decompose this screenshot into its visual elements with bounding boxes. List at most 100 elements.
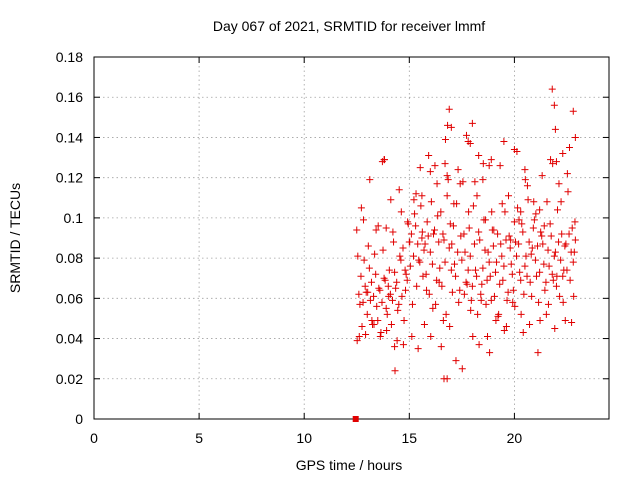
- data-point: [532, 272, 540, 280]
- data-point: [565, 230, 573, 238]
- data-point: [359, 216, 367, 224]
- data-point: [426, 248, 434, 256]
- data-point: [467, 306, 475, 314]
- data-point: [373, 302, 381, 310]
- data-point: [517, 310, 525, 318]
- plot-frame: [93, 56, 610, 420]
- data-point: [521, 176, 529, 184]
- data-point: [435, 238, 443, 246]
- data-point: [476, 236, 484, 244]
- data-point: [375, 284, 383, 292]
- data-point: [439, 316, 447, 324]
- data-point: [355, 290, 363, 298]
- data-point: [404, 218, 412, 226]
- data-point: [498, 200, 506, 208]
- data-point: [381, 276, 389, 284]
- data-point: [477, 296, 485, 304]
- data-point: [505, 192, 513, 200]
- data-point: [540, 222, 548, 230]
- data-point: [462, 131, 470, 139]
- data-point: [569, 107, 577, 115]
- data-point: [427, 198, 435, 206]
- data-point: [418, 234, 426, 242]
- data-point: [534, 242, 542, 250]
- data-point: [440, 375, 448, 383]
- data-point: [391, 343, 399, 351]
- data-point: [444, 121, 452, 129]
- data-point: [499, 276, 507, 284]
- data-point: [440, 236, 448, 244]
- data-point: [413, 282, 421, 290]
- data-point: [376, 333, 384, 341]
- data-point: [552, 158, 560, 166]
- data-point: [403, 276, 411, 284]
- data-point: [571, 133, 579, 141]
- data-point: [446, 322, 454, 330]
- data-point: [358, 322, 366, 330]
- data-point: [365, 264, 373, 272]
- data-point: [420, 246, 428, 254]
- data-point: [532, 210, 540, 218]
- data-point: [562, 240, 570, 248]
- data-point: [385, 266, 393, 274]
- data-point: [520, 290, 528, 298]
- data-point: [387, 196, 395, 204]
- data-point: [479, 176, 487, 184]
- data-point: [507, 236, 515, 244]
- data-point: [469, 202, 477, 210]
- data-point: [519, 228, 527, 236]
- data-point: [467, 296, 475, 304]
- data-point: [399, 341, 407, 349]
- data-point: [542, 278, 550, 286]
- data-point: [475, 152, 483, 160]
- data-point: [487, 156, 495, 164]
- data-point: [353, 337, 361, 345]
- data-point: [441, 258, 449, 266]
- data-point: [446, 220, 454, 228]
- data-point: [474, 310, 482, 318]
- data-point: [382, 304, 390, 312]
- data-point: [470, 240, 478, 248]
- data-point: [414, 345, 422, 353]
- data-point: [425, 152, 433, 160]
- data-point: [436, 264, 444, 272]
- grid-lines: [94, 57, 609, 419]
- data-point: [438, 282, 446, 290]
- data-point: [555, 238, 563, 246]
- data-point: [516, 268, 524, 276]
- data-point: [509, 286, 517, 294]
- data-point: [535, 298, 543, 306]
- data-point: [360, 256, 368, 264]
- data-point: [366, 296, 374, 304]
- data-point: [483, 276, 491, 284]
- y-tick-label: 0.16: [56, 89, 83, 105]
- data-point: [549, 276, 557, 284]
- data-point: [551, 248, 559, 256]
- data-point: [427, 333, 435, 341]
- data-point: [531, 256, 539, 264]
- data-point: [557, 256, 565, 264]
- data-point: [401, 266, 409, 274]
- data-point: [550, 101, 558, 109]
- data-point: [536, 206, 544, 214]
- data-point: [538, 232, 546, 240]
- x-tick-label: 0: [90, 430, 98, 446]
- data-point: [402, 270, 410, 278]
- data-point: [398, 292, 406, 300]
- data-point: [559, 298, 567, 306]
- data-point: [468, 282, 476, 290]
- data-point: [489, 242, 497, 250]
- data-point: [501, 208, 509, 216]
- data-point: [417, 202, 425, 210]
- data-point: [378, 298, 386, 306]
- data-point: [424, 232, 432, 240]
- data-point: [397, 208, 405, 216]
- data-point: [559, 150, 567, 158]
- data-point: [364, 242, 372, 250]
- y-tick-label: 0.18: [56, 49, 83, 65]
- data-point: [466, 139, 474, 147]
- data-point: [441, 160, 449, 168]
- data-point: [510, 146, 518, 154]
- data-point: [418, 192, 426, 200]
- data-point: [400, 316, 408, 324]
